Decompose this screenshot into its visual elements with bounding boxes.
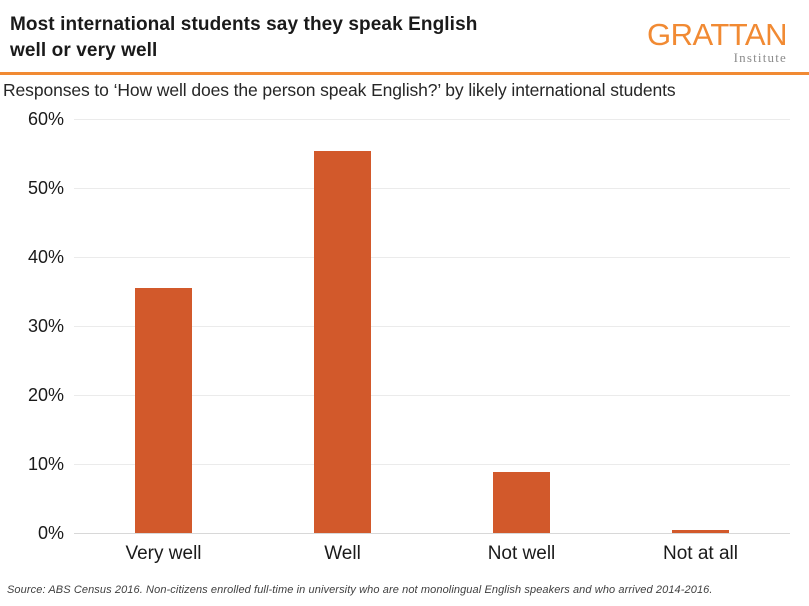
gridline-30 <box>74 325 790 327</box>
chart-subtitle: Responses to ‘How well does the person s… <box>3 80 676 100</box>
orange-divider-rule <box>0 72 809 75</box>
chart-title: Most international students say they spe… <box>10 12 477 64</box>
x-axis-label-not-well: Not well <box>487 543 556 564</box>
y-axis-label-10: 10% <box>27 454 64 474</box>
bar-not-at-all <box>672 530 729 533</box>
gridline-20 <box>74 394 790 396</box>
gridline-60 <box>74 118 790 120</box>
gridline-10 <box>74 463 790 465</box>
x-axis-label-well: Well <box>324 543 361 564</box>
y-axis-label-30: 30% <box>27 316 64 336</box>
grattan-logo-wordmark: GRATTAN <box>646 17 788 52</box>
source-note: Source: ABS Census 2016. Non-citizens en… <box>7 584 713 596</box>
bar-well <box>314 151 371 533</box>
grattan-logo: GRATTAN Institute <box>646 17 788 66</box>
y-axis-label-60: 60% <box>27 109 64 129</box>
chart-title-line2: well or very well <box>10 40 158 61</box>
y-axis-label-40: 40% <box>27 247 64 267</box>
gridline-40 <box>74 256 790 258</box>
bar-not-well <box>493 472 550 533</box>
x-axis-baseline <box>74 532 790 534</box>
bar-very-well <box>135 288 192 533</box>
y-axis-label-20: 20% <box>27 385 64 405</box>
gridline-50 <box>74 187 790 189</box>
grattan-logo-institute: Institute <box>733 50 787 65</box>
chart-title-line1: Most international students say they spe… <box>10 14 478 35</box>
x-axis-label-not-at-all: Not at all <box>663 543 738 564</box>
y-axis-label-50: 50% <box>27 178 64 198</box>
y-axis-label-0: 0% <box>37 523 64 543</box>
bar-chart-plot-area: 0% 10% 20% 30% 40% 50% 60% Very well Well Not wel… <box>28 109 790 564</box>
x-axis-label-very-well: Very well <box>125 543 202 564</box>
